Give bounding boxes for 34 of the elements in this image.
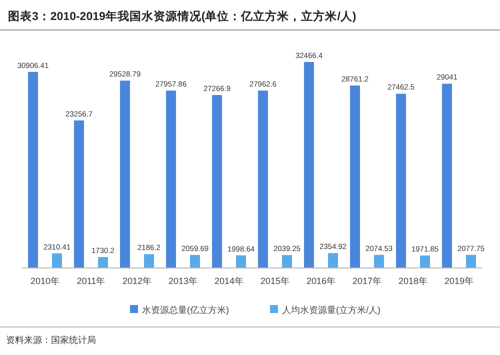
x-tick-label: 2014年 — [214, 276, 244, 286]
x-tick-label: 2015年 — [260, 276, 290, 286]
bar — [190, 254, 200, 268]
bar — [374, 254, 384, 268]
bar — [28, 72, 38, 268]
bar — [328, 253, 338, 268]
bar — [166, 90, 176, 268]
bar — [282, 255, 292, 268]
x-tick-label: 2016年 — [306, 276, 336, 286]
bar — [420, 255, 430, 268]
bar — [98, 257, 108, 268]
x-tick-label: 2012年 — [122, 276, 152, 286]
bar — [212, 94, 222, 268]
x-tick-label: 2018年 — [398, 276, 428, 286]
bar — [350, 86, 360, 268]
bar — [144, 254, 154, 268]
legend-label: 水资源总量(亿立方米) — [142, 305, 229, 315]
bar — [442, 84, 452, 268]
x-tick-label: 2019年 — [444, 276, 474, 286]
legend-label: 人均水资源量(立方米/人) — [282, 305, 380, 315]
bar — [466, 254, 476, 268]
bar — [258, 90, 268, 268]
x-tick-label: 2010年 — [30, 276, 60, 286]
x-tick-label: 2011年 — [76, 276, 106, 286]
bar — [396, 94, 406, 268]
text: 资料来源：国家统计局 — [6, 335, 96, 345]
bar — [304, 62, 314, 268]
x-tick-label: 2017年 — [352, 276, 382, 286]
chart-title: 图表3：2010-2019年我国水资源情况(单位：亿立方米，立方米/人) — [8, 9, 356, 23]
bar — [74, 120, 84, 268]
x-tick-label: 2013年 — [168, 276, 198, 286]
bar — [52, 253, 62, 268]
bar — [120, 80, 130, 268]
bar — [236, 255, 246, 268]
